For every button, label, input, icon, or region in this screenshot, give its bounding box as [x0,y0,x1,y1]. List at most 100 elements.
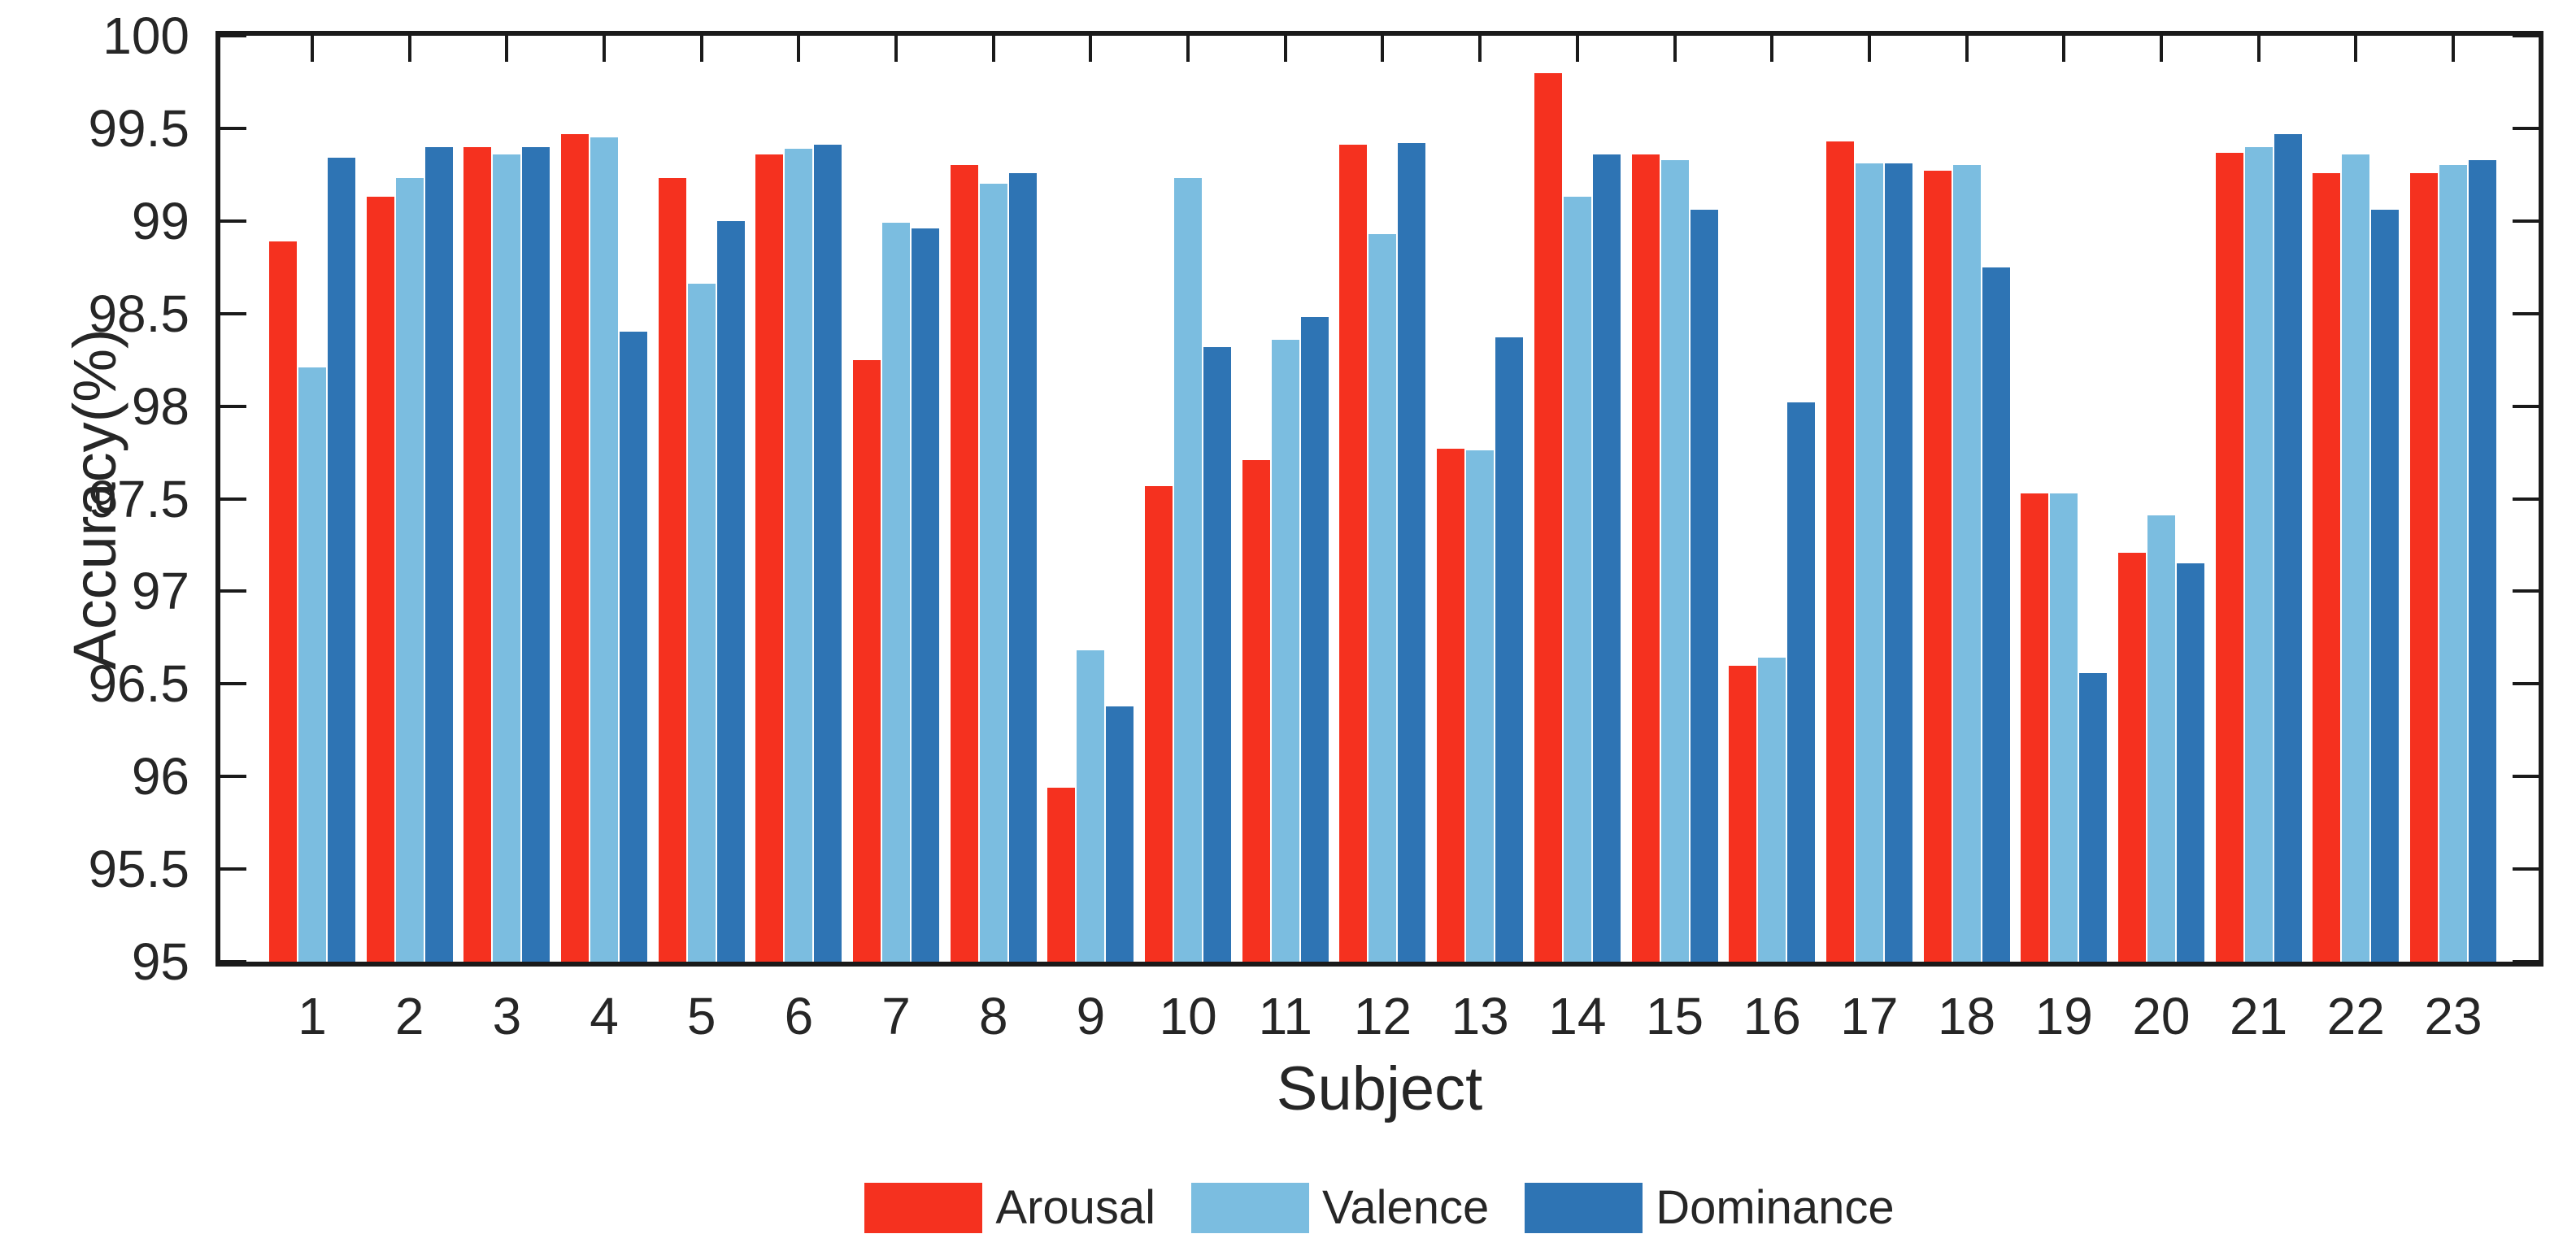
bar-valence-subject-11 [1271,339,1299,962]
bar-dominance-subject-1 [328,158,355,962]
bar-valence-subject-18 [1952,165,1981,962]
top-axis-tick [991,36,995,62]
bar-arousal-subject-9 [1047,787,1076,962]
bar-arousal-subject-10 [1145,485,1173,962]
x-tick-label: 4 [590,987,619,1045]
y-tick-label: 100 [102,7,189,65]
bar-valence-subject-22 [2342,154,2370,962]
bar-arousal-subject-18 [1923,171,1952,962]
bar-valence-subject-14 [1563,197,1591,962]
y-tick-label: 98.5 [88,284,189,343]
bar-arousal-subject-20 [2117,552,2146,962]
top-axis-tick [1673,36,1677,62]
right-axis-tick [2513,682,2539,686]
top-axis-tick [797,36,801,62]
y-tick-label: 99 [131,191,189,250]
x-tick-label: 16 [1743,987,1801,1045]
bar-dominance-subject-22 [2371,210,2400,962]
x-tick-label: 9 [1076,987,1106,1045]
bar-valence-subject-8 [979,184,1007,962]
bar-arousal-subject-3 [463,146,492,962]
bar-valence-subject-6 [785,148,813,962]
x-tick-label: 13 [1451,987,1509,1045]
legend-label: Valence [1321,1181,1490,1234]
left-axis-tick [220,404,246,408]
legend-item-arousal: Arousal [864,1180,1155,1235]
bar-valence-subject-5 [687,284,716,962]
y-tick-label: 97 [131,562,189,621]
bar-valence-subject-16 [1758,658,1786,962]
bar-dominance-subject-19 [2079,672,2108,962]
bar-valence-subject-2 [395,178,424,962]
right-axis-tick [2513,497,2539,501]
bar-dominance-subject-17 [1884,163,1912,962]
left-axis-tick [220,682,246,686]
x-tick-label: 22 [2326,987,2385,1045]
y-tick-label: 96.5 [88,654,189,714]
x-tick-label: 12 [1353,987,1412,1045]
bar-valence-subject-7 [882,223,911,962]
bar-dominance-subject-2 [424,146,453,962]
top-axis-tick [1381,36,1385,62]
y-tick-label: 95 [131,932,189,991]
bar-arousal-subject-4 [561,133,590,962]
legend-swatch-arousal [864,1182,983,1233]
legend-swatch-dominance [1525,1182,1643,1233]
y-tick-label: 97.5 [88,469,189,528]
right-axis-tick [2513,126,2539,130]
y-tick-label: 96 [131,747,189,806]
bar-dominance-subject-3 [522,146,550,962]
bar-valence-subject-10 [1174,178,1203,962]
bar-dominance-subject-16 [1787,402,1816,962]
bar-arousal-subject-1 [269,241,297,962]
top-axis-tick [1770,36,1774,62]
bar-valence-subject-15 [1660,159,1689,962]
bar-dominance-subject-12 [1398,143,1426,962]
x-tick-label: 10 [1159,987,1217,1045]
bar-arousal-subject-11 [1242,459,1270,962]
bar-valence-subject-12 [1368,233,1397,962]
left-axis-tick [220,867,246,871]
x-tick-label: 7 [881,987,911,1045]
top-axis-tick [311,36,314,62]
x-tick-label: 21 [2230,987,2288,1045]
right-axis-tick [2513,589,2539,593]
left-axis-tick [220,960,246,963]
legend-swatch-valence [1190,1182,1309,1233]
right-axis-tick [2513,34,2539,37]
x-tick-label: 11 [1258,987,1313,1045]
left-axis-tick [220,497,246,501]
left-axis-tick [220,126,246,130]
legend-label: Dominance [1656,1181,1895,1234]
bar-arousal-subject-19 [2021,493,2049,962]
bar-arousal-subject-2 [366,197,394,962]
y-tick-label: 95.5 [88,840,189,899]
top-axis-tick [1478,36,1482,62]
top-axis-tick [1575,36,1579,62]
top-axis-tick [2256,36,2261,62]
bar-valence-subject-17 [1855,163,1883,962]
bar-dominance-subject-8 [1008,172,1037,962]
bar-dominance-subject-5 [716,220,745,962]
bar-dominance-subject-15 [1690,210,1718,962]
top-axis-tick [1867,36,1871,62]
bar-arousal-subject-13 [1437,449,1465,962]
bar-arousal-subject-14 [1534,72,1562,962]
bar-dominance-subject-6 [814,145,842,962]
bar-valence-subject-23 [2439,165,2467,962]
bar-arousal-subject-22 [2313,172,2341,962]
right-axis-tick [2513,775,2539,779]
bar-arousal-subject-16 [1729,665,1757,962]
bar-dominance-subject-10 [1203,346,1232,962]
right-axis-tick [2513,219,2539,223]
x-tick-label: 17 [1840,987,1899,1045]
y-tick-label: 99.5 [88,98,189,158]
left-axis-tick [220,34,246,37]
top-axis-tick [1089,36,1093,62]
top-axis-tick [2451,36,2455,62]
top-axis-tick [505,36,509,62]
x-tick-label: 8 [978,987,1008,1045]
bar-valence-subject-21 [2244,146,2273,962]
bar-dominance-subject-9 [1106,706,1134,962]
y-tick-label: 98 [131,376,189,436]
